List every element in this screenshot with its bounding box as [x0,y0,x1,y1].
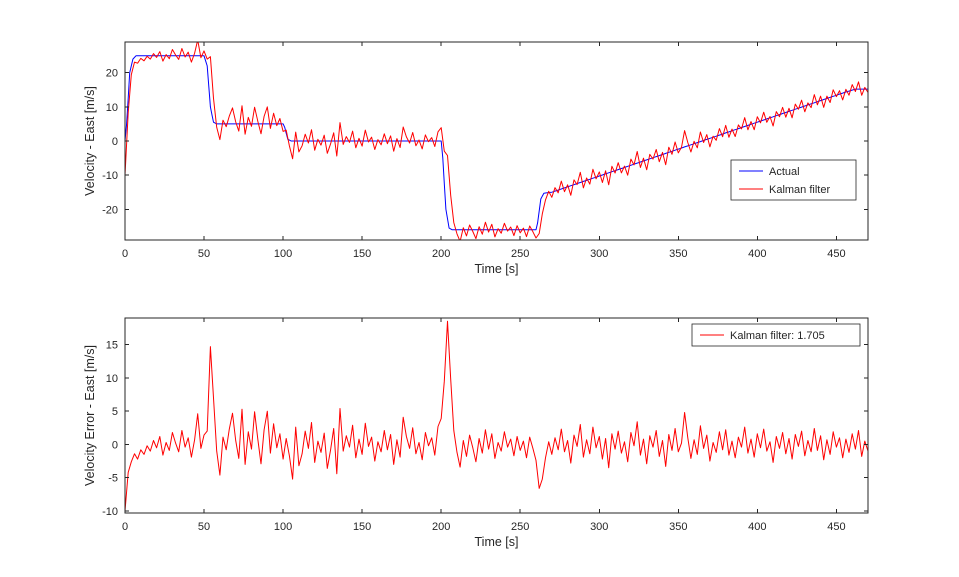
x-tick-label: 100 [274,248,292,260]
legend[interactable]: Actual Kalman filter [730,159,857,201]
x-tick-label: 100 [274,521,292,533]
legend-box [730,159,857,201]
x-tick-label: 200 [432,521,450,533]
legend-label: Actual [769,166,800,178]
x-axis-label: Time [s] [475,262,519,276]
plot-area [125,42,868,240]
x-tick-label: 450 [827,248,845,260]
legend-label: Kalman filter: 1.705 [730,330,825,342]
axes-0: 0 50 100 150 200 250 300 350 400 450 -20 -10 0 10 20 Ti… [83,41,869,276]
x-tick-label: 300 [590,248,608,260]
y-axis-label: Velocity - East [m/s] [83,86,97,196]
y-tick-label: 10 [106,102,118,114]
series-kalman-filter-line [125,42,868,240]
x-axis-label: Time [s] [475,535,519,549]
x-tick-label: 150 [353,248,371,260]
y-tick-label: 10 [106,373,118,385]
y-tick-label: 15 [106,340,118,352]
x-tick-label: 50 [198,248,210,260]
legend[interactable]: Kalman filter: 1.705 [691,323,861,347]
x-tick-label: 300 [590,521,608,533]
y-tick-label: 0 [112,136,118,148]
series-kalman-filter-error-line [125,320,868,512]
x-tick-label: 200 [432,248,450,260]
x-tick-label: 350 [669,521,687,533]
legend-box [691,323,861,347]
y-tick-label: 0 [112,439,118,451]
x-tick-label: 0 [122,248,128,260]
y-tick-label: -10 [102,170,118,182]
x-tick-label: 150 [353,521,371,533]
x-tick-label: 0 [122,521,128,533]
x-tick-label: 450 [827,521,845,533]
axes-box [124,317,869,514]
series-actual-line [125,55,868,231]
y-axis-label: Velocity Error - East [m/s] [83,345,97,486]
x-tick-label: 250 [511,521,529,533]
y-tick-label: -5 [108,473,118,485]
x-tick-label: 250 [511,248,529,260]
y-tick-label: 5 [112,406,118,418]
x-tick-label: 400 [748,248,766,260]
y-tick-label: -20 [102,204,118,216]
legend-label: Kalman filter [769,184,830,196]
axes-1: 0 50 100 150 200 250 300 350 400 450 -10 -5 0 5 10 15 Ti… [83,317,869,549]
x-tick-label: 350 [669,248,687,260]
x-tick-label: 50 [198,521,210,533]
plot-area [125,318,868,513]
y-tick-label: -10 [102,506,118,518]
x-tick-label: 400 [748,521,766,533]
y-tick-label: 20 [106,68,118,80]
